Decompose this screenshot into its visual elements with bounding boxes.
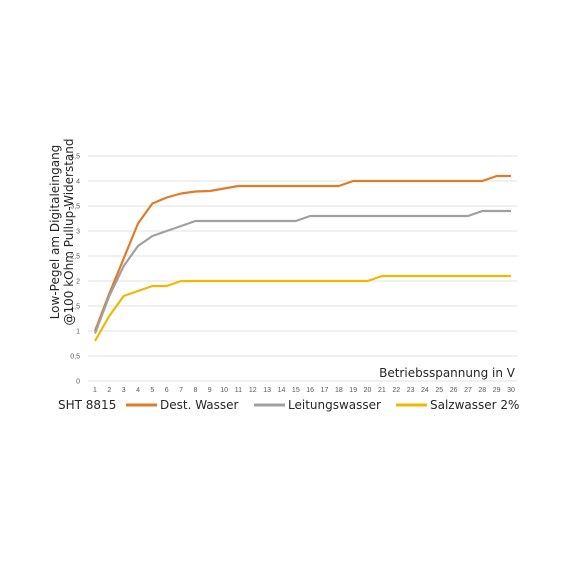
y-tick-labels: 0 0,5 1 1,5 2 2,5 3 3,5 4 4,5 xyxy=(70,154,80,386)
x-tick-label: 19 xyxy=(349,387,357,394)
y-axis-label-line-2: @100 kOhm Pullup-Widerstand xyxy=(62,139,76,326)
legend-label-salzwasser: Salzwasser 2% xyxy=(430,398,519,412)
gridlines xyxy=(88,155,517,382)
y-axis-label-line-1: Low-Pegel am Digitaleingang xyxy=(48,145,62,320)
x-tick-label: 26 xyxy=(450,387,458,394)
x-tick-label: 10 xyxy=(220,387,228,394)
series-line-dest-wasser xyxy=(93,174,511,332)
x-tick-label: 28 xyxy=(478,387,486,394)
x-tick-label: 15 xyxy=(292,387,300,394)
x-tick-label: 16 xyxy=(306,387,314,394)
y-tick-label: 4,5 xyxy=(70,154,80,161)
x-tick-label: 3 xyxy=(122,387,126,394)
series-lines xyxy=(93,174,511,342)
y-tick-label: 0 xyxy=(76,379,80,386)
series-line-leitungswasser xyxy=(93,209,511,334)
y-tick-label: 2,5 xyxy=(70,254,80,261)
y-tick-label: 1 xyxy=(76,329,80,336)
y-tick-label: 4 xyxy=(76,179,80,186)
y-tick-label: 0,5 xyxy=(70,354,80,361)
x-tick-label: 8 xyxy=(193,387,197,394)
x-tick-label: 4 xyxy=(136,387,140,394)
legend-label-leitungswasser: Leitungswasser xyxy=(288,398,381,412)
y-tick-label: 2 xyxy=(76,279,80,286)
y-tick-label: 1,5 xyxy=(70,304,80,311)
x-tick-label: 22 xyxy=(392,387,400,394)
legend-label-dest-wasser: Dest. Wasser xyxy=(160,398,239,412)
y-tick-label: 3,5 xyxy=(70,204,80,211)
x-tick-label: 12 xyxy=(249,387,257,394)
legend: Dest. Wasser Leitungswasser Salzwasser 2… xyxy=(126,398,519,412)
x-tick-label: 1 xyxy=(93,387,97,394)
x-tick-label: 17 xyxy=(321,387,329,394)
x-tick-label: 18 xyxy=(335,387,343,394)
x-tick-label: 11 xyxy=(235,387,242,394)
x-tick-label: 7 xyxy=(179,387,183,394)
x-tick-label: 23 xyxy=(407,387,415,394)
x-tick-label: 30 xyxy=(507,387,515,394)
model-label: SHT 8815 xyxy=(58,398,116,412)
x-tick-label: 2 xyxy=(107,387,111,394)
x-tick-label: 27 xyxy=(464,387,472,394)
x-tick-labels: 1 2 3 4 5 6 7 8 9 10 11 12 13 14 15 16 17 18 19 20 21 22 23 24 2… xyxy=(93,387,515,394)
x-tick-label: 9 xyxy=(208,387,212,394)
x-tick-label: 14 xyxy=(278,387,286,394)
x-tick-label: 5 xyxy=(150,387,154,394)
series-line-salzwasser-2 xyxy=(94,274,511,342)
x-axis-label: Betriebsspannung in V xyxy=(379,366,516,380)
y-tick-label: 3 xyxy=(76,229,80,236)
x-tick-label: 20 xyxy=(364,387,372,394)
x-tick-label: 29 xyxy=(493,387,501,394)
x-tick-label: 6 xyxy=(165,387,169,394)
x-tick-label: 24 xyxy=(421,387,429,394)
x-tick-label: 21 xyxy=(378,387,386,394)
x-tick-label: 25 xyxy=(435,387,443,394)
x-tick-label: 13 xyxy=(263,387,271,394)
